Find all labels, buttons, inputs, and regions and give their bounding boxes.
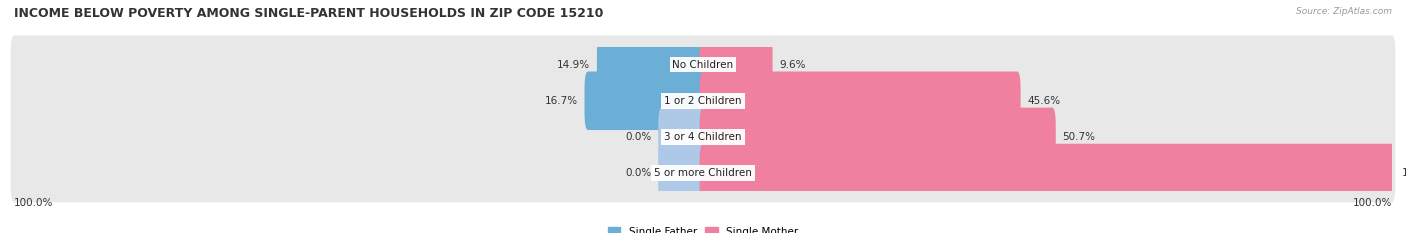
- Text: 3 or 4 Children: 3 or 4 Children: [664, 132, 742, 142]
- FancyBboxPatch shape: [658, 108, 706, 166]
- Text: 0.0%: 0.0%: [626, 168, 651, 178]
- Text: 14.9%: 14.9%: [557, 60, 591, 70]
- Legend: Single Father, Single Mother: Single Father, Single Mother: [603, 223, 803, 233]
- FancyBboxPatch shape: [700, 35, 772, 94]
- Text: INCOME BELOW POVERTY AMONG SINGLE-PARENT HOUSEHOLDS IN ZIP CODE 15210: INCOME BELOW POVERTY AMONG SINGLE-PARENT…: [14, 7, 603, 20]
- Text: No Children: No Children: [672, 60, 734, 70]
- FancyBboxPatch shape: [700, 108, 1056, 166]
- FancyBboxPatch shape: [11, 108, 706, 166]
- FancyBboxPatch shape: [598, 35, 706, 94]
- FancyBboxPatch shape: [11, 72, 706, 130]
- FancyBboxPatch shape: [700, 72, 1021, 130]
- FancyBboxPatch shape: [700, 144, 1395, 202]
- FancyBboxPatch shape: [11, 144, 706, 202]
- Text: Source: ZipAtlas.com: Source: ZipAtlas.com: [1296, 7, 1392, 16]
- FancyBboxPatch shape: [700, 108, 1395, 166]
- FancyBboxPatch shape: [11, 35, 706, 94]
- FancyBboxPatch shape: [700, 35, 1395, 94]
- FancyBboxPatch shape: [658, 144, 706, 202]
- Text: 16.7%: 16.7%: [544, 96, 578, 106]
- FancyBboxPatch shape: [700, 72, 1395, 130]
- Text: 0.0%: 0.0%: [626, 132, 651, 142]
- Text: 9.6%: 9.6%: [779, 60, 806, 70]
- Text: 50.7%: 50.7%: [1063, 132, 1095, 142]
- Text: 5 or more Children: 5 or more Children: [654, 168, 752, 178]
- Text: 100.0%: 100.0%: [14, 198, 53, 208]
- Text: 1 or 2 Children: 1 or 2 Children: [664, 96, 742, 106]
- Text: 100.0%: 100.0%: [1353, 198, 1392, 208]
- FancyBboxPatch shape: [700, 144, 1395, 202]
- Text: 45.6%: 45.6%: [1028, 96, 1060, 106]
- Text: 100.0%: 100.0%: [1402, 168, 1406, 178]
- FancyBboxPatch shape: [585, 72, 706, 130]
